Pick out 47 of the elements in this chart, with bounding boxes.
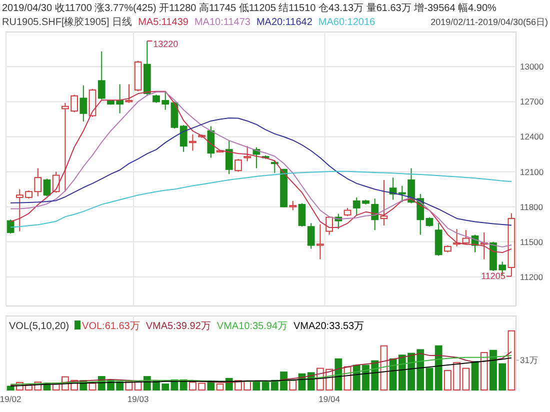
text: 2019/02/11-2019/04/30(56日) — [430, 17, 548, 27]
bar — [380, 345, 388, 390]
y-tick-label: 11200 — [520, 272, 544, 282]
x-tick-label: 19/04 — [318, 394, 340, 404]
bar — [334, 358, 342, 390]
bar — [434, 345, 442, 390]
text: MA10:11473 — [194, 17, 251, 28]
line-series — [10, 170, 512, 228]
bar — [471, 361, 479, 390]
text: VMA20:33.53万 — [294, 321, 364, 332]
bar — [344, 366, 352, 390]
y-tick-label: 11500 — [520, 236, 544, 247]
y-tick-label: 13000 — [520, 62, 544, 72]
y-tick-label: 12700 — [520, 96, 544, 107]
text: MA20:11642 — [256, 17, 313, 28]
candlestick — [189, 134, 196, 152]
text: VMA5:39.92万 — [146, 321, 211, 332]
candlestick — [316, 224, 324, 260]
x-tick-label: 19/03 — [127, 394, 149, 404]
bar — [262, 382, 270, 390]
text: MA5:11439 — [138, 17, 189, 28]
candlestick — [480, 232, 488, 260]
candlestick — [380, 179, 388, 226]
line-series — [10, 118, 512, 226]
bar — [216, 384, 224, 390]
bar — [480, 352, 488, 390]
bar — [88, 382, 96, 390]
bar — [134, 382, 142, 390]
bar — [125, 380, 133, 390]
y-tick-label: 11800 — [520, 202, 544, 212]
chart-title: VOL(5,10,20) — [9, 321, 70, 332]
bar — [426, 368, 434, 390]
x-tick-label: 19/02 — [0, 394, 22, 404]
y-tick-label: 31万 — [520, 355, 538, 366]
text: MA60:12016 — [318, 17, 376, 28]
bar — [207, 381, 215, 390]
bar — [508, 330, 516, 390]
chart-subtitle: RU1905.SHF[橡胶1905] 日线 — [2, 16, 132, 28]
chart-title: 2019/04/30 收11700 涨3.77%(425) 开11280 高11745 低11205 结11510 仓43.13万 量61.63万 增-39564 幅4.90% — [2, 2, 497, 14]
annotation: 11205 — [481, 271, 506, 282]
annotation: 13220 — [153, 39, 178, 50]
text: VMA10:35.94万 — [216, 321, 288, 332]
legend-label: VOL:61.63万 — [82, 321, 140, 332]
y-tick-label: 12400 — [520, 132, 544, 142]
candlestick — [80, 84, 88, 122]
bar — [289, 380, 297, 390]
y-tick-label: 12100 — [520, 166, 544, 177]
